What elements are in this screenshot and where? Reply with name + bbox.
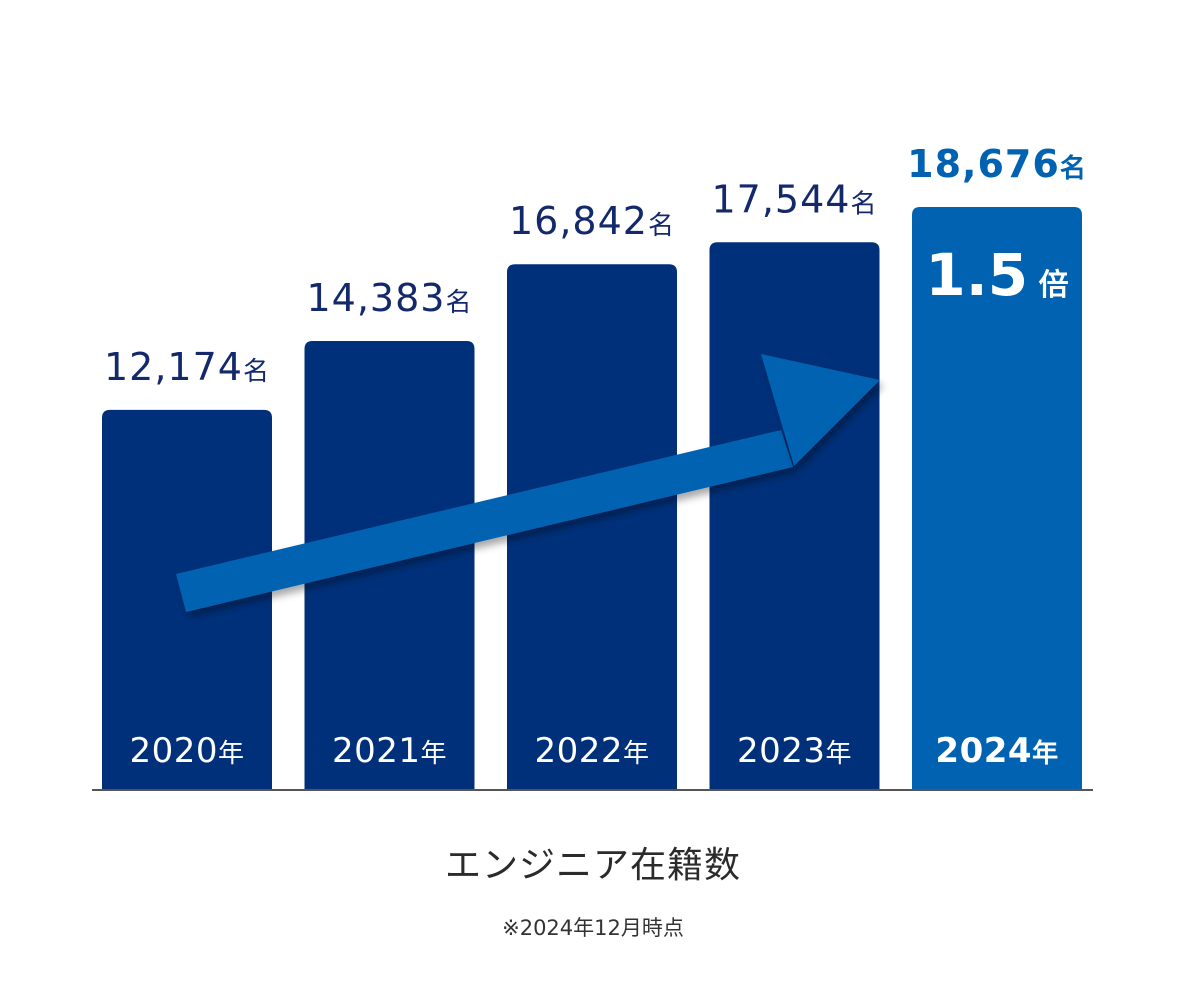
year-label-2024: 2024年 bbox=[935, 731, 1058, 771]
bar-2024 bbox=[912, 206, 1082, 790]
value-label-2020: 12,174名 bbox=[104, 345, 270, 389]
value-suffix: 名 bbox=[1060, 153, 1087, 184]
multiplier-annotation: 1.5 倍 bbox=[925, 241, 1068, 309]
multiplier-suffix: 倍 bbox=[1028, 268, 1068, 303]
year-suffix: 年 bbox=[826, 739, 853, 769]
value-suffix: 名 bbox=[648, 211, 675, 241]
year-value: 2021 bbox=[332, 731, 421, 771]
bars-group bbox=[102, 206, 1082, 790]
year-label-2021: 2021年 bbox=[332, 731, 447, 771]
growth-arrow-group bbox=[176, 354, 880, 612]
value-number: 14,383 bbox=[307, 276, 446, 320]
year-value: 2023 bbox=[737, 731, 826, 771]
value-suffix: 名 bbox=[850, 189, 877, 219]
growth-arrow-shaft bbox=[176, 430, 793, 612]
value-suffix: 名 bbox=[445, 288, 472, 318]
labels-group: 2020年12,174名2021年14,383名2022年16,842名2023… bbox=[104, 142, 1087, 771]
year-suffix: 年 bbox=[1032, 738, 1059, 769]
value-suffix: 名 bbox=[243, 357, 270, 387]
value-label-2023: 17,544名 bbox=[712, 177, 878, 221]
growth-arrow-head bbox=[761, 354, 880, 466]
year-label-2020: 2020年 bbox=[129, 731, 244, 771]
year-label-2023: 2023年 bbox=[737, 731, 852, 771]
year-suffix: 年 bbox=[421, 739, 448, 769]
value-number: 18,676 bbox=[907, 142, 1060, 186]
year-suffix: 年 bbox=[218, 739, 245, 769]
value-number: 12,174 bbox=[104, 345, 243, 389]
chart-title: エンジニア在籍数 bbox=[444, 845, 741, 886]
chart-note: ※2024年12月時点 bbox=[502, 916, 684, 940]
value-label-2022: 16,842名 bbox=[509, 199, 675, 243]
year-label-2022: 2022年 bbox=[534, 731, 649, 771]
year-value: 2020 bbox=[129, 731, 218, 771]
year-value: 2024 bbox=[935, 731, 1032, 771]
value-label-2024: 18,676名 bbox=[907, 142, 1087, 186]
multiplier-value: 1.5 bbox=[925, 241, 1028, 309]
year-value: 2022 bbox=[534, 731, 623, 771]
value-number: 16,842 bbox=[509, 199, 648, 243]
value-number: 17,544 bbox=[712, 177, 851, 221]
year-suffix: 年 bbox=[623, 739, 650, 769]
bar-2022 bbox=[507, 264, 677, 790]
bar-2021 bbox=[304, 340, 475, 790]
bar-2023 bbox=[709, 242, 880, 790]
value-label-2021: 14,383名 bbox=[307, 276, 473, 320]
